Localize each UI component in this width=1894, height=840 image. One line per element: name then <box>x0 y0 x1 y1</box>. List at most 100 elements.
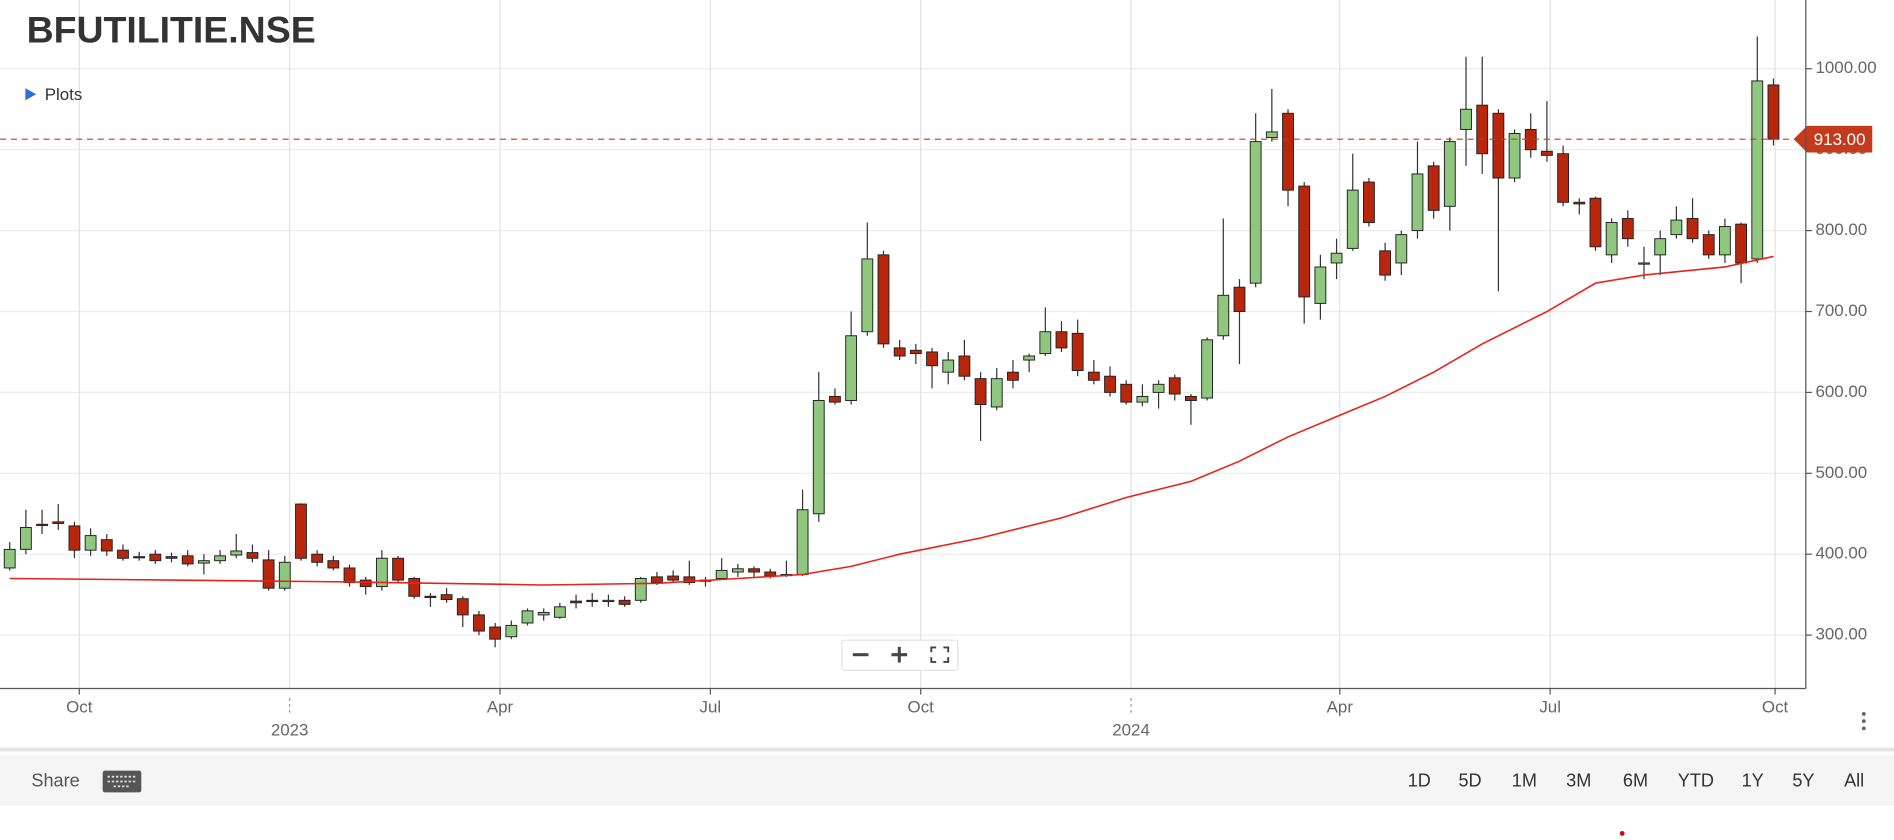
candle-body <box>1443 141 1456 207</box>
candle-body <box>553 606 566 618</box>
candle-body <box>1573 201 1586 205</box>
candle-body <box>1411 173 1424 232</box>
candle-body <box>440 594 453 601</box>
marks <box>3 36 1780 648</box>
candle-body <box>1249 141 1262 284</box>
candle-body <box>84 535 97 551</box>
y-tick-label: 800.00 <box>1815 220 1867 239</box>
candle-body <box>1233 286 1246 312</box>
plots-arrow[interactable] <box>25 88 37 101</box>
menu-dot[interactable] <box>1861 711 1866 716</box>
candle-body <box>1638 262 1650 265</box>
year-tick-label: 2023 <box>271 720 309 739</box>
candle-body <box>262 559 275 589</box>
candle-body <box>214 555 226 562</box>
candle-body <box>1460 108 1472 130</box>
y-tick-label: 400.00 <box>1815 544 1867 563</box>
candle-body <box>1767 84 1780 140</box>
candle-body <box>1557 153 1570 203</box>
candle-body <box>343 567 356 584</box>
candle-body <box>812 400 825 515</box>
candle-body <box>68 525 81 551</box>
range-button[interactable]: All <box>1844 770 1864 790</box>
year-tick-label: 2024 <box>1112 720 1150 739</box>
candle-body <box>942 359 955 373</box>
candle-body <box>489 626 502 640</box>
keyboard-icon[interactable] <box>102 770 142 793</box>
menu-dot[interactable] <box>1861 719 1866 724</box>
y-tick-label: 1000.00 <box>1815 58 1876 77</box>
range-button[interactable]: 3M <box>1566 770 1591 790</box>
candle-body <box>1346 189 1359 249</box>
candle-body <box>1718 226 1731 256</box>
candle-body <box>909 349 922 355</box>
range-button[interactable]: 1M <box>1512 770 1537 790</box>
candle-body <box>456 598 469 616</box>
candle-body <box>1104 375 1116 393</box>
candle-body <box>1314 266 1327 304</box>
range-button[interactable]: 1Y <box>1742 770 1764 790</box>
candle-body <box>1621 217 1634 240</box>
candle-body <box>537 611 550 616</box>
candle-body <box>100 539 113 552</box>
candle-body <box>1201 339 1214 399</box>
candle-body <box>424 595 437 598</box>
menu-dot[interactable] <box>1861 726 1866 731</box>
candle-body <box>375 557 388 588</box>
candle-body <box>1055 331 1068 349</box>
candle-body <box>731 568 744 573</box>
candle-body <box>877 254 890 345</box>
candle-body <box>1670 219 1683 236</box>
candle-body <box>1217 294 1230 337</box>
candle-body <box>1427 165 1440 211</box>
candle-body <box>683 576 696 584</box>
candle-body <box>1168 377 1181 395</box>
candle-body <box>1363 181 1375 223</box>
candle-body <box>958 355 971 377</box>
candle-body <box>1136 395 1149 403</box>
candle-body <box>1508 133 1521 179</box>
candle-body <box>764 571 777 577</box>
fullscreen[interactable] <box>930 646 950 663</box>
x-tick-label: Apr <box>1327 697 1354 716</box>
candle-body <box>861 258 874 333</box>
candle-body <box>667 575 680 581</box>
plots-toggle[interactable]: Plots <box>45 85 83 104</box>
candle-body <box>278 561 291 589</box>
candle-body <box>748 568 760 573</box>
chart-title: BFUTILITIE.NSE <box>27 9 316 51</box>
candle-body <box>230 550 243 556</box>
candle-body <box>1751 80 1764 260</box>
candle-body <box>1492 112 1505 179</box>
x-tick-label: Oct <box>908 697 935 716</box>
candle-body <box>1476 104 1489 155</box>
candle-body <box>1589 197 1602 248</box>
range-button[interactable]: 5D <box>1458 770 1481 790</box>
share-button[interactable]: Share <box>31 770 79 790</box>
candle-body <box>1185 395 1197 401</box>
x-tick-label: Jul <box>1539 697 1561 716</box>
moving-average <box>9 255 1774 586</box>
candle-body <box>845 335 858 401</box>
candle-body <box>1702 234 1715 256</box>
candle-body <box>1007 371 1019 381</box>
x-tick-label: Oct <box>66 697 93 716</box>
candle-body <box>1071 332 1084 372</box>
last-price-tag <box>1793 125 1873 153</box>
grid: 300.00400.00500.00600.00700.00800.00900.… <box>0 0 1877 739</box>
range-button[interactable]: 1D <box>1408 770 1431 790</box>
y-tick-label: 500.00 <box>1815 463 1867 482</box>
candle-body <box>1735 223 1748 264</box>
keyboard-keys <box>107 775 137 788</box>
candle-body <box>570 600 582 604</box>
range-button[interactable]: 5Y <box>1792 770 1814 790</box>
overlay: 913.00 <box>0 125 1873 153</box>
range-button[interactable]: 6M <box>1623 770 1648 790</box>
candle-body <box>715 569 728 579</box>
range-button[interactable]: YTD <box>1678 770 1714 790</box>
candle-body <box>1605 222 1618 256</box>
candle-body <box>1379 250 1392 276</box>
last-price-label: 913.00 <box>1814 130 1866 149</box>
